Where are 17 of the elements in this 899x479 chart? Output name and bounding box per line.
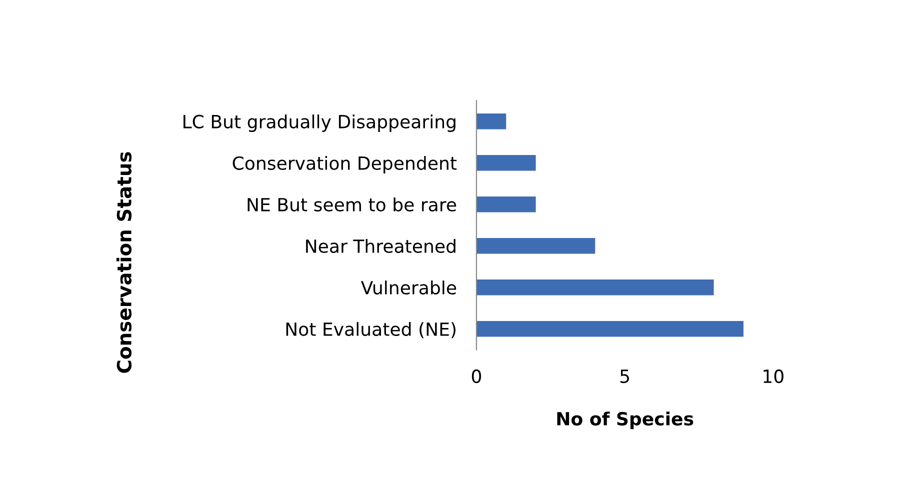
bar bbox=[476, 280, 714, 296]
bar bbox=[476, 196, 536, 212]
x-axis-title: No of Species bbox=[557, 412, 694, 430]
y-tick-label: Vulnerable bbox=[360, 280, 456, 295]
bar bbox=[476, 321, 744, 337]
x-tick-label: 5 bbox=[620, 370, 629, 384]
y-tick-label: Conservation Dependent bbox=[232, 156, 457, 174]
y-axis-title: Conservation Status bbox=[116, 152, 132, 373]
bar bbox=[476, 238, 596, 254]
y-tick-label: Near Threatened bbox=[306, 239, 456, 254]
bar bbox=[476, 154, 536, 171]
y-tick-label: LC But gradually Disappearing bbox=[184, 114, 456, 132]
bar bbox=[476, 113, 506, 130]
x-tick-label: 10 bbox=[764, 369, 784, 384]
y-tick-label: NE But seem to be rare bbox=[248, 198, 456, 212]
y-tick-label: Not Evaluated (NE) bbox=[286, 322, 456, 338]
x-tick-label: 0 bbox=[472, 369, 482, 384]
